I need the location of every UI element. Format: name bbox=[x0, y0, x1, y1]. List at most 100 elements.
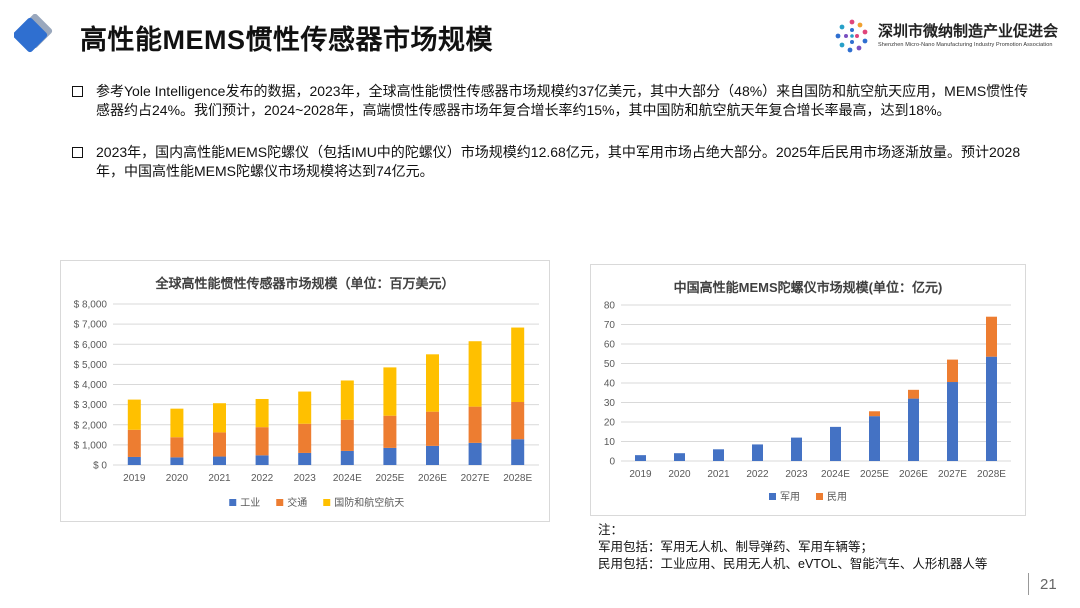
bar-segment bbox=[947, 359, 958, 383]
x-tick-label: 2022 bbox=[746, 469, 769, 480]
x-tick-label: 2024E bbox=[333, 473, 362, 484]
x-tick-label: 2021 bbox=[707, 469, 730, 480]
x-tick-label: 2023 bbox=[294, 473, 317, 484]
y-tick-label: 10 bbox=[604, 437, 616, 448]
legend-swatch bbox=[769, 493, 776, 500]
y-tick-label: $ 1,000 bbox=[74, 440, 108, 451]
x-tick-label: 2025E bbox=[860, 469, 889, 480]
bar-segment bbox=[170, 457, 184, 465]
bar-segment bbox=[340, 419, 354, 451]
x-tick-label: 2019 bbox=[123, 473, 146, 484]
divider bbox=[1028, 573, 1029, 595]
bar-segment bbox=[127, 429, 141, 457]
diamond-logo-icon bbox=[14, 14, 53, 53]
page-number: 21 bbox=[1040, 576, 1057, 593]
org-name-en: Shenzhen Micro-Nano Manufacturing Indust… bbox=[878, 42, 1053, 48]
legend-label: 工业 bbox=[240, 497, 260, 509]
bar-segment bbox=[908, 389, 919, 399]
y-tick-label: 80 bbox=[604, 301, 616, 312]
y-tick-label: $ 4,000 bbox=[74, 380, 108, 391]
legend-label: 交通 bbox=[287, 496, 307, 509]
y-tick-label: $ 2,000 bbox=[74, 420, 108, 431]
legend-swatch bbox=[323, 499, 331, 506]
x-tick-label: 2020 bbox=[668, 469, 691, 480]
bar-segment bbox=[986, 356, 997, 461]
bar-segment bbox=[908, 398, 919, 461]
bullet-text: 2023年，国内高性能MEMS陀螺仪（包括IMU中的陀螺仪）市场规模约12.68… bbox=[96, 144, 1021, 179]
bar-segment bbox=[830, 426, 841, 461]
chart-title: 全球高性能惯性传感器市场规模（单位：百万美元） bbox=[155, 276, 455, 291]
bar-segment bbox=[255, 455, 269, 465]
x-tick-label: 2019 bbox=[629, 469, 652, 480]
x-tick-label: 2026E bbox=[899, 469, 928, 480]
bar-segment bbox=[947, 382, 958, 461]
square-bullet-icon bbox=[72, 147, 83, 158]
y-tick-label: $ 6,000 bbox=[74, 340, 108, 351]
legend-label: 军用 bbox=[780, 491, 800, 503]
bar-segment bbox=[383, 367, 397, 416]
bar-segment bbox=[213, 403, 226, 433]
x-tick-label: 2022 bbox=[251, 473, 274, 484]
y-tick-label: $ 8,000 bbox=[74, 300, 108, 311]
note-heading: 注： bbox=[598, 523, 624, 537]
bar-segment bbox=[213, 432, 226, 457]
bar-segment bbox=[170, 408, 184, 438]
bullet-item: 2023年，国内高性能MEMS陀螺仪（包括IMU中的陀螺仪）市场规模约12.68… bbox=[70, 143, 1030, 181]
note-line: 军用包括：军用无人机、制导弹药、军用车辆等； bbox=[598, 540, 874, 554]
bar-segment bbox=[752, 444, 763, 461]
global-market-chart: 全球高性能惯性传感器市场规模（单位：百万美元） $ 0 $ 1,000 $ 2,00… bbox=[60, 260, 550, 522]
bar-segment bbox=[635, 455, 646, 461]
legend-swatch bbox=[229, 499, 237, 506]
bar-segment bbox=[298, 452, 312, 465]
x-tick-label: 2028E bbox=[977, 469, 1006, 480]
chart-canvas: 0 10 20 30 40 50 60 70 80 2019 2020 2021 2022 2023 202… bbox=[604, 301, 1011, 503]
bullet-list: 参考Yole Intelligence发布的数据，2023年，全球高性能惯性传感… bbox=[70, 82, 1030, 204]
bar-segment bbox=[426, 411, 439, 446]
header: 高性能MEMS惯性传感器市场规模 深圳市微纳制造产业促进会 Shenzhen M… bbox=[0, 0, 1080, 70]
page-title: 高性能MEMS惯性传感器市场规模 bbox=[80, 25, 493, 55]
x-tick-label: 2023 bbox=[785, 469, 808, 480]
chart-title: 中国高性能MEMS陀螺仪市场规模(单位：亿元) bbox=[673, 280, 943, 295]
x-tick-label: 2027E bbox=[461, 473, 490, 484]
bar-segment bbox=[127, 456, 141, 465]
bar-segment bbox=[170, 437, 184, 458]
bar-segment bbox=[869, 411, 880, 417]
x-tick-label: 2027E bbox=[938, 469, 967, 480]
x-tick-label: 2020 bbox=[166, 473, 189, 484]
y-tick-label: 60 bbox=[604, 340, 616, 351]
bar-segment bbox=[511, 439, 525, 465]
bar-segment bbox=[340, 450, 354, 465]
legend-label: 民用 bbox=[827, 491, 847, 503]
y-tick-label: 50 bbox=[604, 359, 616, 370]
bar-segment bbox=[674, 453, 685, 461]
dot-cluster-icon bbox=[835, 19, 868, 53]
bar-segment bbox=[468, 442, 482, 465]
x-tick-label: 2025E bbox=[375, 473, 404, 484]
bar-segment bbox=[298, 391, 312, 424]
y-tick-label: $ 0 bbox=[93, 461, 107, 472]
y-tick-label: $ 7,000 bbox=[74, 320, 108, 331]
bullet-text: 参考Yole Intelligence发布的数据，2023年，全球高性能惯性传感… bbox=[96, 83, 1029, 118]
org-name: 深圳市微纳制造产业促进会 bbox=[878, 23, 1059, 40]
bar-segment bbox=[511, 402, 525, 440]
x-tick-label: 2024E bbox=[821, 469, 850, 480]
y-tick-label: 30 bbox=[604, 398, 616, 409]
bar-segment bbox=[383, 415, 397, 448]
note: 注： 军用包括：军用无人机、制导弹药、军用车辆等； 民用包括：工业应用、民用无人… bbox=[598, 522, 987, 573]
bar-segment bbox=[255, 427, 269, 456]
x-tick-label: 2028E bbox=[503, 473, 532, 484]
bar-segment bbox=[255, 398, 269, 428]
y-tick-label: $ 5,000 bbox=[74, 360, 108, 371]
bar-segment bbox=[127, 399, 141, 430]
china-gyro-chart: 中国高性能MEMS陀螺仪市场规模(单位：亿元) 0 10 20 30 40 50 60 70 8… bbox=[590, 264, 1026, 516]
legend-label: 国防和航空航天 bbox=[334, 496, 404, 509]
y-tick-label: 20 bbox=[604, 418, 616, 429]
x-tick-label: 2026E bbox=[418, 473, 447, 484]
y-tick-label: 70 bbox=[604, 320, 616, 331]
bar-segment bbox=[468, 406, 482, 443]
chart-canvas: $ 0 $ 1,000 $ 2,000 $ 3,000 $ 4,000 $ 5,000 $ … bbox=[74, 300, 539, 509]
bar-segment bbox=[383, 447, 397, 465]
bar-segment bbox=[468, 341, 482, 407]
bar-segment bbox=[791, 437, 802, 461]
y-tick-label: 0 bbox=[609, 457, 615, 468]
